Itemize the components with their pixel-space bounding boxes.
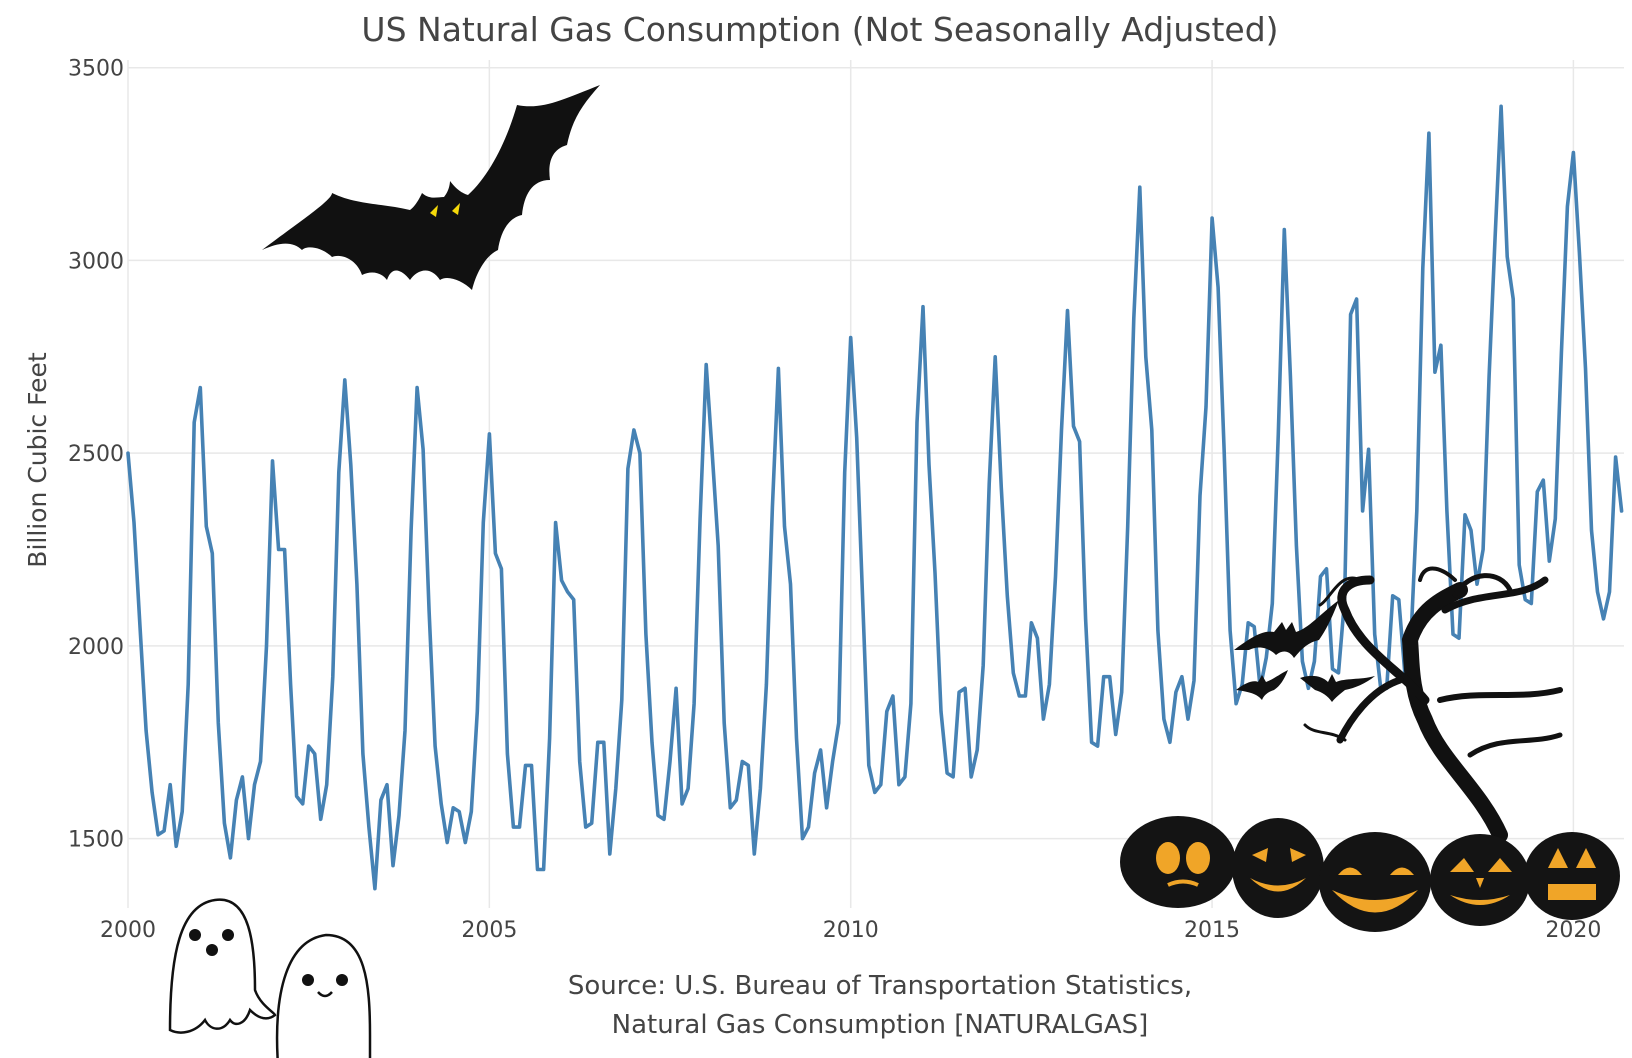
source-note-line-2: Natural Gas Consumption [NATURALGAS] — [612, 1010, 1149, 1040]
x-tick-label: 2015 — [1184, 918, 1240, 943]
ghost-icon — [275, 933, 372, 1058]
pumpkin-icon — [1430, 834, 1530, 926]
pumpkin-icon — [1232, 818, 1324, 918]
bat-icon — [1234, 600, 1339, 658]
x-tick-label: 2005 — [461, 918, 517, 943]
series-line — [126, 104, 1624, 891]
chart-title: US Natural Gas Consumption (Not Seasonal… — [361, 10, 1278, 49]
y-tick-label: 2500 — [68, 442, 124, 467]
x-tick-label: 2020 — [1545, 918, 1601, 943]
bat-icon — [1236, 670, 1288, 700]
y-tick-label: 1500 — [68, 828, 124, 853]
y-tick-label: 3500 — [68, 57, 124, 82]
x-axis-ticks: 2000 2005 2010 2015 2020 — [100, 918, 1601, 943]
y-tick-label: 2000 — [68, 635, 124, 660]
spooky-tree-icon — [1303, 566, 1563, 843]
ghost-icon — [168, 898, 277, 1034]
x-tick-label: 2000 — [100, 918, 156, 943]
y-axis-ticks: 1500 2000 2500 3000 3500 — [68, 57, 124, 853]
pumpkin-icon — [1120, 816, 1236, 908]
bat-icon — [1300, 674, 1375, 702]
source-note-line-1: Source: U.S. Bureau of Transportation St… — [568, 971, 1192, 1001]
x-tick-label: 2010 — [823, 918, 879, 943]
pumpkin-icon — [1319, 832, 1431, 932]
y-tick-label: 3000 — [68, 249, 124, 274]
y-axis-title: Billion Cubic Feet — [23, 352, 52, 568]
bat-icon — [262, 85, 600, 290]
pumpkin-icon — [1524, 832, 1620, 920]
